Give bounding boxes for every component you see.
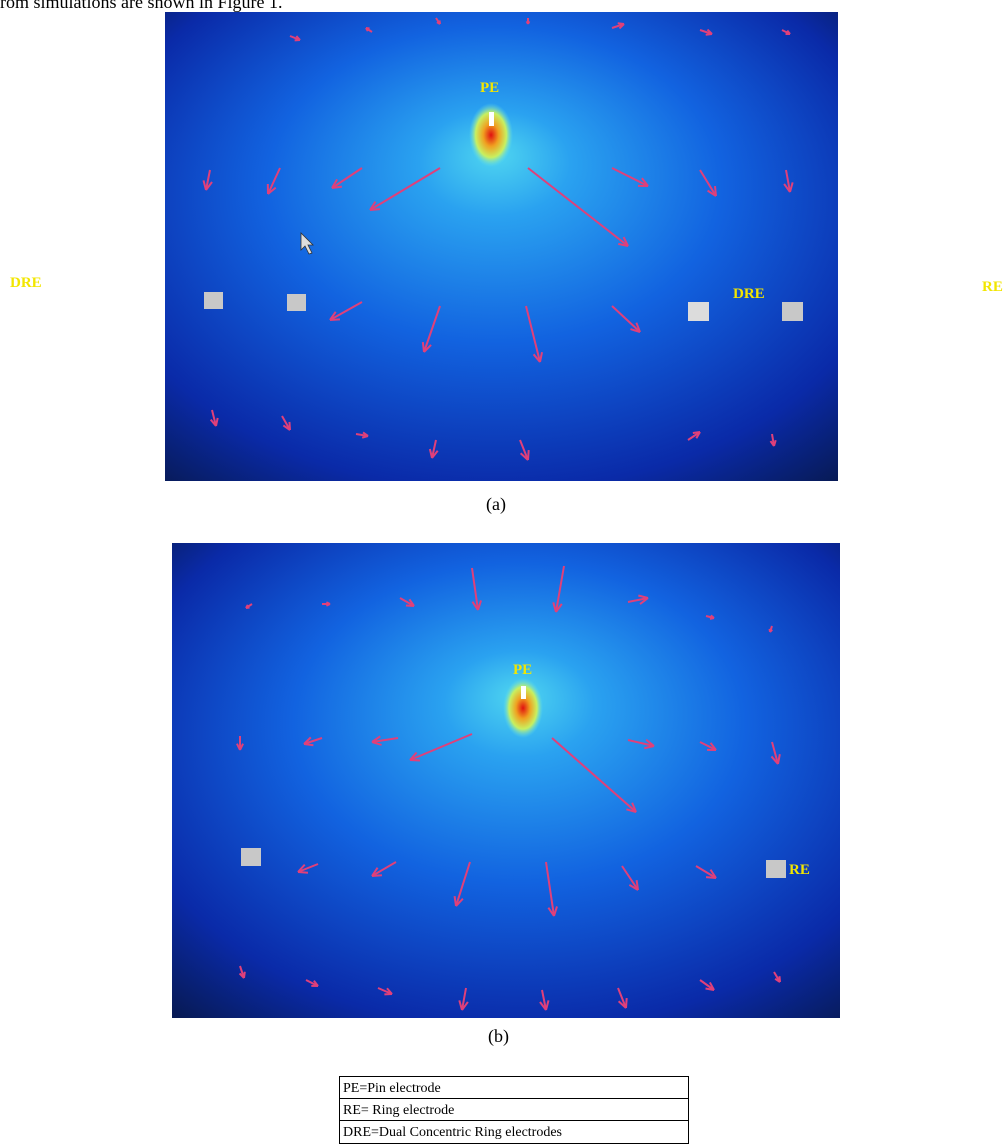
arrow-head bbox=[527, 21, 528, 24]
label-re: RE bbox=[982, 279, 1003, 295]
caption: (a) bbox=[486, 494, 506, 515]
arrow-head bbox=[410, 760, 420, 761]
electrode bbox=[204, 292, 223, 309]
simulation-image-b bbox=[172, 543, 840, 1018]
table-cell: RE= Ring electrode bbox=[343, 1103, 454, 1118]
table-cell: PE=Pin electrode bbox=[343, 1081, 441, 1096]
arrow-head bbox=[710, 618, 714, 619]
electrode bbox=[688, 302, 709, 321]
figure-canvas: from simulations are shown in Figure 1. … bbox=[0, 0, 1007, 1144]
arrow-head bbox=[304, 744, 313, 745]
electrode bbox=[766, 860, 786, 878]
arrow-head bbox=[706, 877, 716, 878]
arrow-head bbox=[626, 998, 627, 1008]
simulation-image-a bbox=[165, 12, 838, 481]
arrow-head bbox=[528, 450, 529, 460]
label-re: RE bbox=[789, 862, 810, 878]
arrow-head bbox=[455, 896, 456, 906]
arrow-head bbox=[706, 34, 712, 35]
table-cell: DRE=Dual Concentric Ring electrodes bbox=[343, 1125, 562, 1140]
label-pe: PE bbox=[513, 662, 532, 678]
label-pe: PE bbox=[480, 80, 499, 96]
caption: (b) bbox=[488, 1026, 509, 1047]
intro-text: from simulations are shown in Figure 1. bbox=[0, 0, 282, 12]
label-dre: DRE bbox=[733, 286, 765, 302]
page: from simulations are shown in Figure 1. … bbox=[0, 0, 1007, 1144]
electrode bbox=[782, 302, 803, 321]
electrode bbox=[241, 848, 261, 866]
arrow-head bbox=[423, 342, 424, 352]
electrode bbox=[287, 294, 306, 311]
arrow-head bbox=[298, 872, 308, 873]
pin-electrode bbox=[521, 686, 526, 699]
pin-electrode bbox=[489, 112, 494, 126]
label-dre: DRE bbox=[10, 275, 42, 291]
arrow-head bbox=[406, 605, 414, 606]
